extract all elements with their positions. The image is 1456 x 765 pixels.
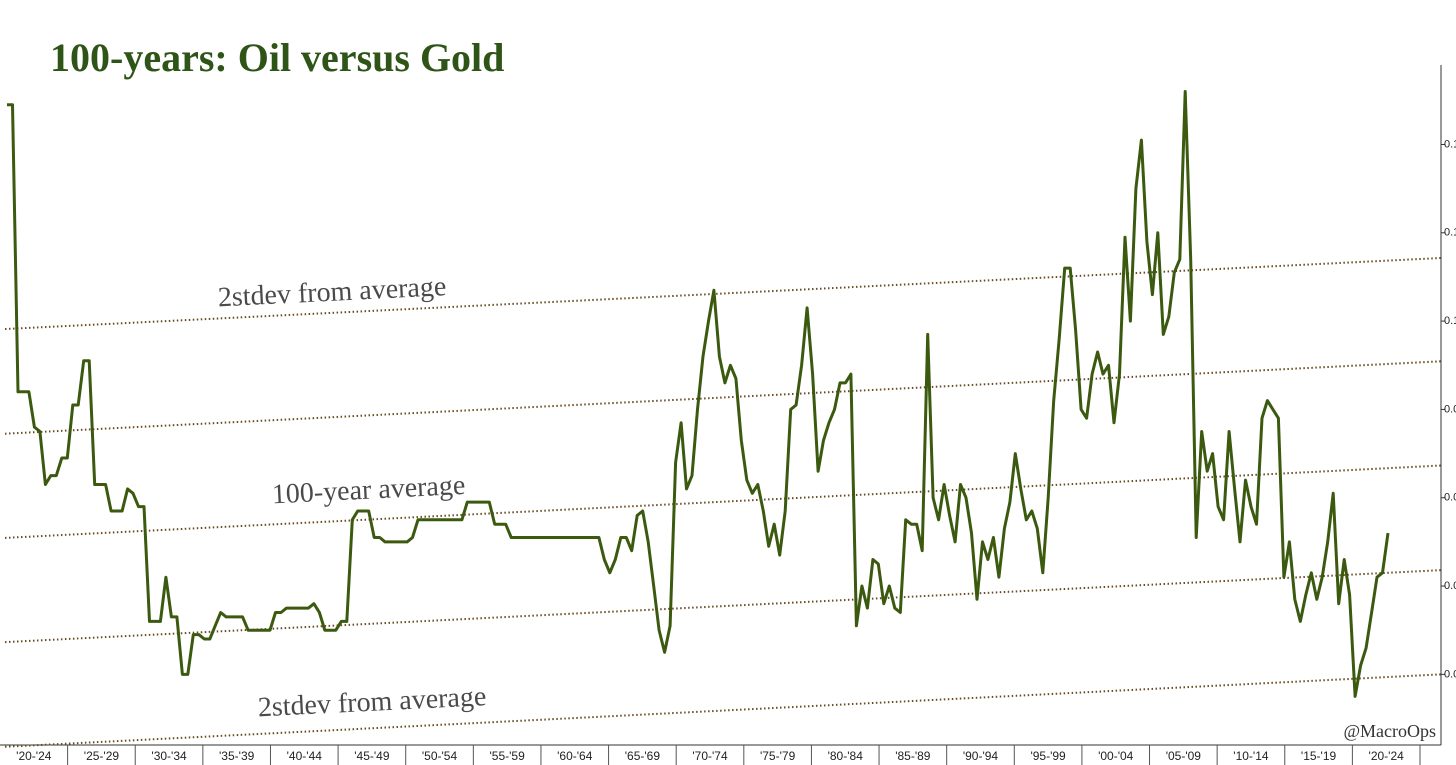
x-tick-label: '20-'24 bbox=[1369, 749, 1405, 763]
x-tick-label: '40-'44 bbox=[287, 749, 323, 763]
y-tick-label: 0.14 bbox=[1444, 138, 1456, 150]
x-tick-label: '25-'29 bbox=[84, 749, 120, 763]
x-tick-label: '95-'99 bbox=[1030, 749, 1066, 763]
x-tick-label: '10-'14 bbox=[1233, 749, 1269, 763]
x-tick-label: '65-'69 bbox=[625, 749, 661, 763]
y-tick-label: 0.06 bbox=[1444, 492, 1456, 504]
channel-line bbox=[4, 569, 1442, 644]
x-tick-label: '30-'34 bbox=[151, 749, 187, 763]
x-tick-label: '20-'24 bbox=[16, 749, 52, 763]
annotation: 100-year average bbox=[271, 470, 466, 511]
x-tick-label: '55-'59 bbox=[490, 749, 526, 763]
y-tick-label: 0.10 bbox=[1444, 315, 1456, 327]
channel-line bbox=[4, 673, 1442, 748]
y-tick-label: 0.08 bbox=[1444, 403, 1456, 415]
annotation: 2stdev from average bbox=[257, 681, 487, 723]
x-tick-label: '70-'74 bbox=[692, 749, 728, 763]
x-tick-label: '80-'84 bbox=[828, 749, 864, 763]
source: @MacroOps bbox=[1343, 721, 1436, 741]
x-tick-label: '50-'54 bbox=[422, 749, 458, 763]
y-tick-label: 0.04 bbox=[1444, 580, 1456, 592]
x-tick-label: '05-'09 bbox=[1166, 749, 1202, 763]
x-tick-label: '00-'04 bbox=[1098, 749, 1134, 763]
y-tick-label: 0.02 bbox=[1444, 668, 1456, 680]
annotation: 2stdev from average bbox=[217, 271, 447, 313]
x-tick-label: '60-'64 bbox=[557, 749, 593, 763]
x-tick-label: '75-'79 bbox=[760, 749, 796, 763]
x-tick-label: '90-'94 bbox=[963, 749, 999, 763]
x-tick-label: '85-'89 bbox=[895, 749, 931, 763]
x-tick-label: '45-'49 bbox=[354, 749, 390, 763]
chart-title: 100-years: Oil versus Gold bbox=[50, 35, 504, 80]
x-tick-label: '15-'19 bbox=[1301, 749, 1337, 763]
x-tick-label: '35-'39 bbox=[219, 749, 255, 763]
data-line bbox=[7, 90, 1390, 698]
y-tick-label: 0.12 bbox=[1444, 227, 1456, 239]
